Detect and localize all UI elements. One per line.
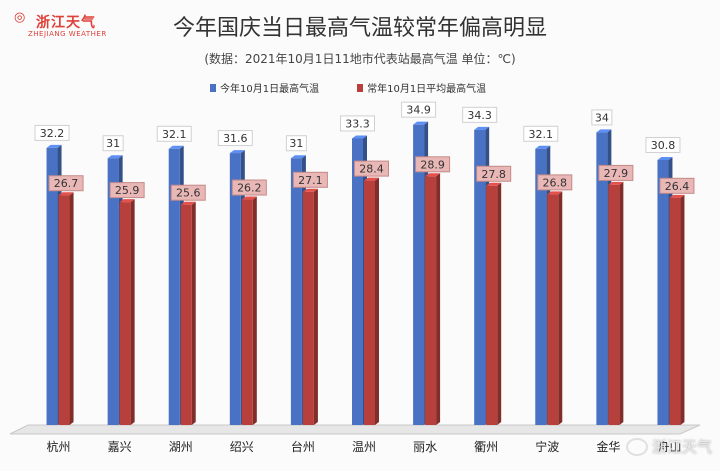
x-tick-label: 丽水 [413,440,437,454]
chart-subtitle: (数据：2021年10月1日11地市代表站最高气温 单位：℃) [204,52,516,66]
wechat-icon [625,437,648,456]
svg-text:32.2: 32.2 [40,127,65,140]
data-label-series2-5: 28.4 [354,160,389,177]
data-label-series1-2: 32.1 [156,125,192,142]
svg-text:30.8: 30.8 [651,139,676,152]
data-label-series2-8: 26.8 [537,174,573,191]
bar-series2-1 [119,199,135,425]
brand-name: 浙江天气 [36,15,96,31]
data-label-series2-9: 27.9 [598,164,634,181]
bar-series2-4 [302,188,318,425]
x-tick-label: 绍兴 [230,440,254,454]
legend-swatch-series1 [210,83,216,92]
chart-title: 今年国庆当日最高气温较常年偏高明显 [172,16,547,41]
watermark: 浙江天气 [625,436,712,457]
bar-series2-9 [608,181,624,425]
brand-logo-icon: ◎ [14,10,26,25]
svg-text:32.1: 32.1 [162,128,187,141]
legend-label-series2: 常年10月1日平均最高气温 [367,84,487,95]
data-label-series1-8: 32.1 [523,125,559,142]
data-label-series2-1: 25.9 [109,182,145,199]
data-label-series2-3: 26.2 [231,179,267,196]
brand-subname: ZHEJIANG WEATHER [28,30,107,38]
data-label-series2-2: 25.6 [170,184,206,201]
x-tick-label: 台州 [291,439,315,454]
x-tick-label: 宁波 [535,439,559,454]
chart-floor [9,424,701,435]
x-tick-label: 温州 [352,440,376,454]
watermark-text: 浙江天气 [651,438,712,456]
x-tick-label: 杭州 [47,439,71,454]
data-label-series2-0: 26.7 [48,175,84,192]
x-tick-label: 舟山 [657,440,681,454]
data-label-series1-9: 34 [591,109,613,126]
data-label-series2-10: 26.4 [659,177,695,194]
svg-text:28.4: 28.4 [359,163,384,176]
data-label-series1-0: 32.2 [34,124,70,141]
svg-text:31: 31 [289,137,303,150]
svg-text:32.1: 32.1 [529,128,554,141]
chart-legend: 今年10月1日最高气温 常年10月1日平均最高气温 [210,80,486,95]
x-tick-label: 湖州 [169,439,193,454]
x-tick-label: 衢州 [474,440,498,454]
data-label-series1-6: 34.9 [401,101,437,118]
data-label-series1-4: 31 [285,135,307,152]
legend-item-series2: 常年10月1日平均最高气温 [357,80,486,95]
bar-series2-8 [547,191,563,425]
bar-series2-5 [364,177,379,425]
svg-text:34.3: 34.3 [467,109,492,122]
svg-text:33.3: 33.3 [345,117,370,130]
bar-series2-2 [180,201,196,425]
brand-logo: ◎ 浙江天气 ZHEJIANG WEATHER [14,8,124,40]
legend-label-series1: 今年10月1日最高气温 [220,84,320,95]
data-label-series2-7: 27.8 [476,165,512,182]
data-label-series1-3: 31.6 [217,130,253,147]
bar-series2-6 [425,173,441,425]
svg-text:31.6: 31.6 [223,132,248,145]
x-tick-label: 金华 [596,439,620,454]
data-label-series1-7: 34.3 [462,106,498,123]
svg-text:26.7: 26.7 [54,177,79,190]
svg-text:28.9: 28.9 [420,158,445,171]
x-tick-label: 嘉兴 [108,440,132,454]
svg-text:27.1: 27.1 [298,174,323,187]
legend-swatch-series2 [357,83,364,92]
svg-text:27.9: 27.9 [604,167,629,180]
legend-item-series1: 今年10月1日最高气温 [210,80,319,95]
svg-text:34.9: 34.9 [406,104,431,117]
svg-text:25.9: 25.9 [115,184,140,197]
svg-text:26.8: 26.8 [543,176,568,189]
svg-text:26.2: 26.2 [237,182,262,195]
data-label-series1-5: 33.3 [340,115,375,132]
svg-text:25.6: 25.6 [176,187,201,200]
svg-text:31: 31 [106,137,120,150]
svg-text:34: 34 [595,111,609,124]
svg-text:27.8: 27.8 [481,168,506,181]
data-label-series1-1: 31 [102,135,124,152]
data-label-series2-4: 27.1 [292,171,328,188]
bar-series2-3 [241,196,257,425]
data-label-series2-6: 28.9 [415,156,451,173]
data-label-series1-10: 30.8 [645,136,681,153]
bar-series2-10 [669,194,685,425]
svg-text:26.4: 26.4 [665,180,690,193]
bar-series2-0 [58,192,74,425]
bar-series2-7 [486,182,502,425]
